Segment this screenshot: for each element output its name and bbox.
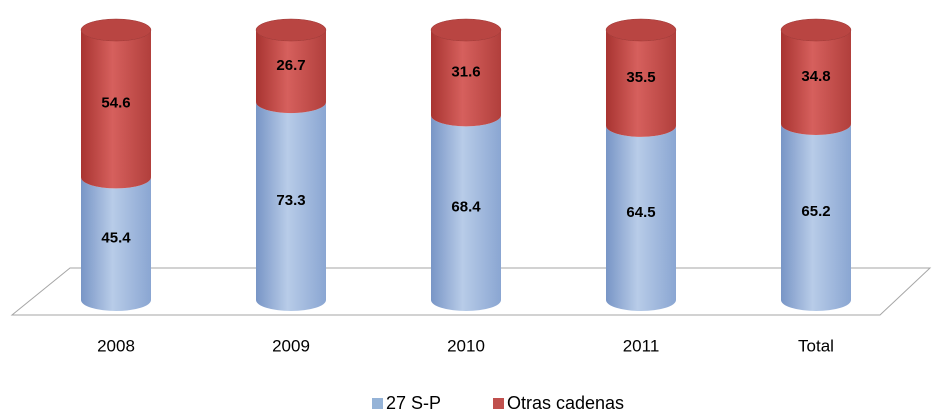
cylinder-segment bbox=[781, 30, 851, 135]
data-label: 65.2 bbox=[801, 203, 830, 220]
cylinder-top bbox=[605, 18, 677, 42]
data-label: 54.6 bbox=[101, 95, 130, 112]
cylinder-segment bbox=[81, 177, 151, 311]
x-tick-label: 2011 bbox=[623, 336, 660, 355]
legend-label: Otras cadenas bbox=[507, 393, 624, 413]
cylinder-segment bbox=[81, 30, 151, 189]
data-label: 31.6 bbox=[451, 64, 480, 81]
cylinder-segment bbox=[781, 123, 851, 312]
cylinder-segment bbox=[431, 30, 501, 127]
cylinder-top bbox=[255, 18, 327, 42]
cylinder-top bbox=[430, 18, 502, 42]
data-label: 34.8 bbox=[801, 68, 830, 85]
cylinder-segment bbox=[256, 102, 326, 311]
legend-swatch bbox=[493, 398, 504, 409]
data-label: 35.5 bbox=[626, 69, 655, 86]
data-label: 73.3 bbox=[276, 192, 305, 209]
legend-label: 27 S-P bbox=[386, 393, 441, 413]
x-tick-label: Total bbox=[798, 336, 834, 355]
data-label: 45.4 bbox=[101, 230, 131, 247]
cylinder-top bbox=[80, 18, 152, 42]
data-label: 64.5 bbox=[626, 204, 655, 221]
legend-swatch bbox=[372, 398, 383, 409]
x-tick-label: 2008 bbox=[97, 336, 135, 355]
x-tick-label: 2009 bbox=[272, 336, 310, 355]
cylinder-segment bbox=[256, 30, 326, 114]
x-tick-label: 2010 bbox=[447, 336, 485, 355]
cylinder-segment bbox=[606, 125, 676, 311]
data-label: 68.4 bbox=[451, 199, 481, 216]
data-label: 26.7 bbox=[276, 57, 305, 74]
cylinder-segment bbox=[606, 30, 676, 137]
cylinder-top bbox=[780, 18, 852, 42]
cylinder-segment bbox=[431, 115, 501, 311]
